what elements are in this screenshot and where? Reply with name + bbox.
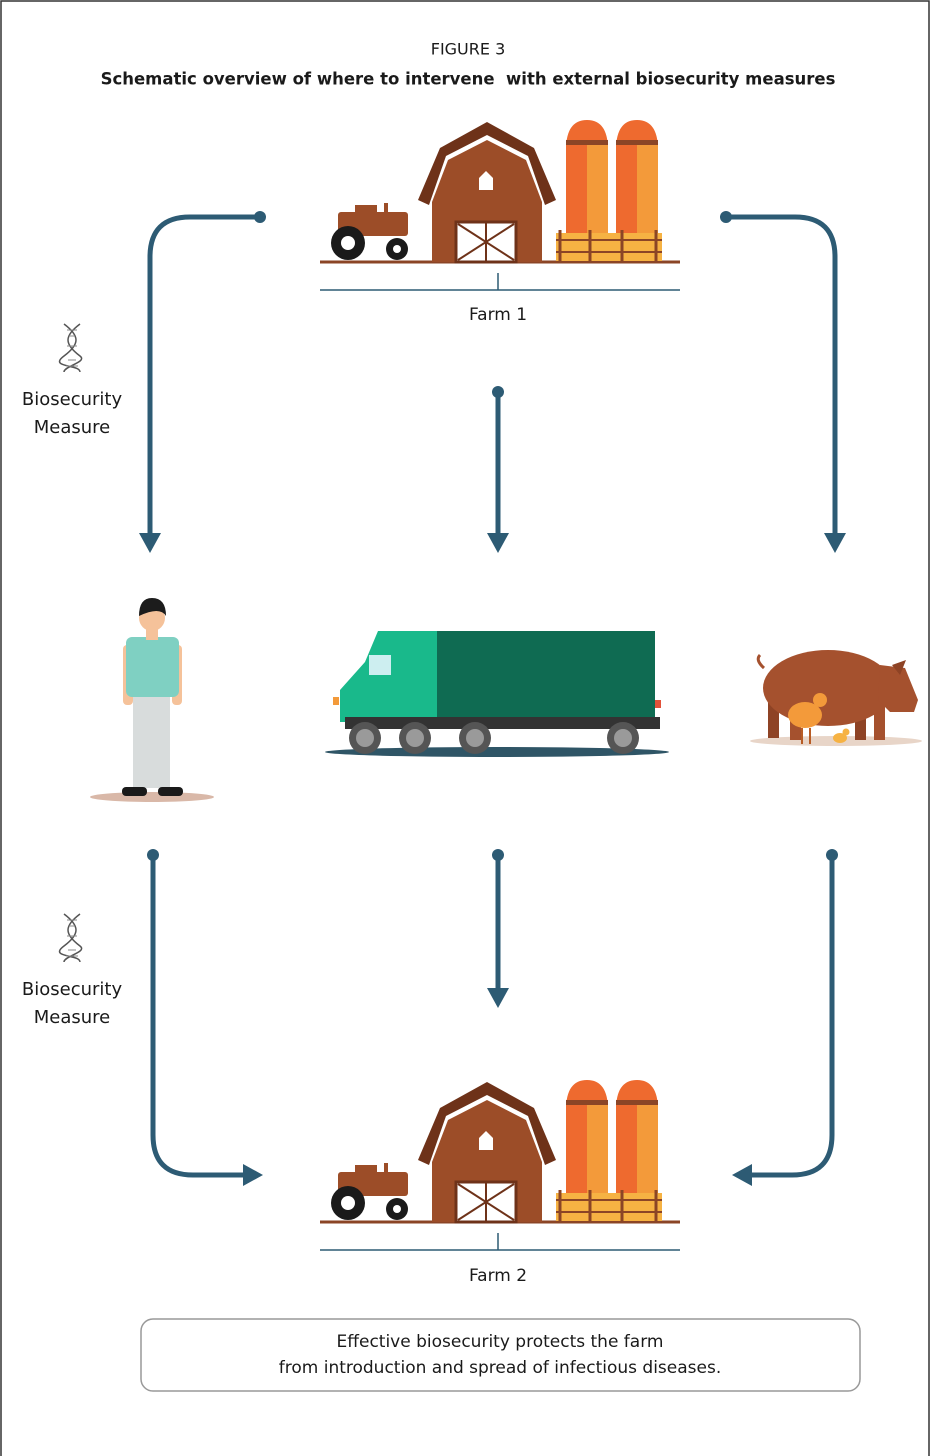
truck-illustration [325,631,669,757]
farm-label: Farm 1 [469,305,527,325]
figure-title: Schematic overview of where to intervene… [101,70,836,89]
animals-illustration [750,650,922,746]
dna-icon [60,914,82,962]
figure: FIGURE 3 Schematic overview of where to … [0,0,930,1456]
measure-label: Measure [34,417,111,438]
measure-label: Biosecurity [22,389,123,410]
farm-label: Farm 2 [469,1266,527,1286]
dna-icon [60,324,82,372]
note-line: from introduction and spread of infectio… [279,1358,721,1378]
measure-label: Biosecurity [22,979,123,1000]
person-illustration [90,598,214,802]
note-box [141,1319,860,1391]
measure-label: Measure [34,1007,111,1028]
farm-1-illustration [320,120,680,262]
figure-label: FIGURE 3 [431,40,506,59]
farm-2-base [320,1233,680,1250]
farm-2-illustration [320,1080,680,1222]
note-line: Effective biosecurity protects the farm [337,1332,664,1352]
page: FIGURE 3 Schematic overview of where to … [0,0,930,1456]
farm-1-base [320,273,680,290]
